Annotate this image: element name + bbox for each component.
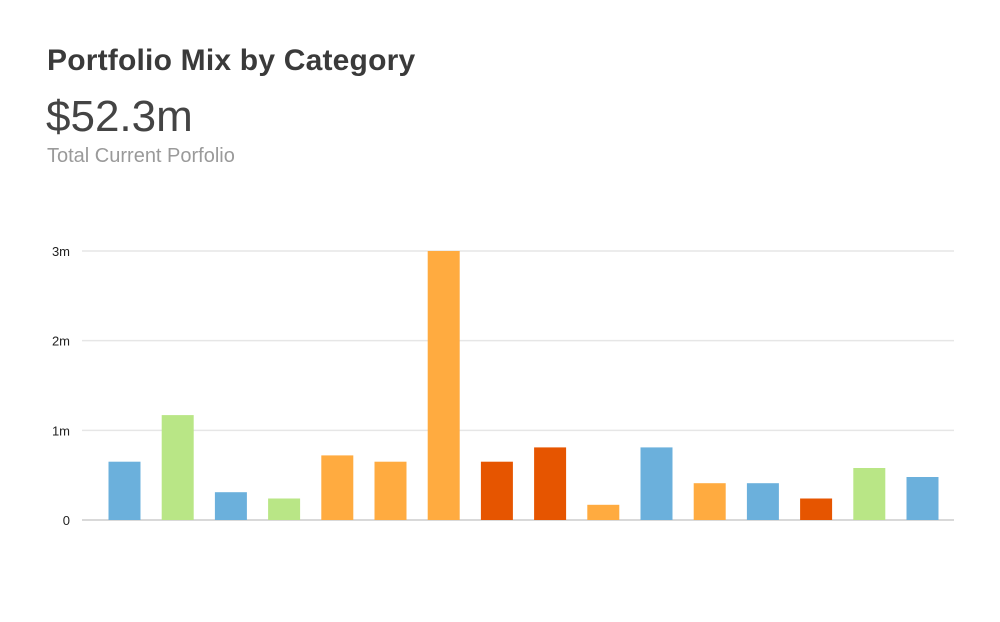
bar bbox=[587, 504, 620, 520]
y-tick-label: 1m bbox=[52, 423, 70, 438]
bar bbox=[640, 447, 673, 520]
bar bbox=[321, 455, 354, 520]
bar bbox=[214, 492, 247, 520]
bar bbox=[906, 477, 939, 520]
bar bbox=[800, 498, 833, 520]
bar bbox=[161, 415, 194, 520]
bar bbox=[427, 251, 460, 520]
bar bbox=[534, 447, 567, 520]
bar bbox=[693, 483, 726, 520]
bars bbox=[108, 251, 939, 520]
bar bbox=[374, 461, 407, 520]
total-value: $52.3m bbox=[46, 92, 193, 141]
y-axis-ticks: 0 1m 2m 3m bbox=[52, 244, 70, 528]
bar bbox=[853, 468, 886, 520]
bar bbox=[268, 498, 301, 520]
gridlines bbox=[82, 250, 954, 521]
y-tick-label: 3m bbox=[52, 244, 70, 259]
bar bbox=[108, 461, 141, 520]
bar bbox=[480, 461, 513, 520]
chart-title: Portfolio Mix by Category bbox=[47, 44, 416, 77]
total-subtitle: Total Current Porfolio bbox=[47, 145, 235, 167]
bar bbox=[746, 483, 779, 520]
y-tick-label: 2m bbox=[52, 334, 70, 349]
y-tick-label: 0 bbox=[63, 513, 70, 528]
